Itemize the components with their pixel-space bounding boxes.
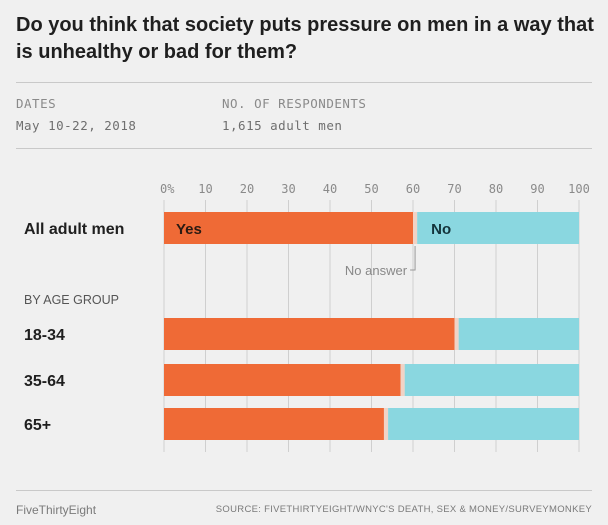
x-tick-label: 30 [281,182,295,196]
x-tick-label: 70 [447,182,461,196]
x-tick-label: 20 [240,182,254,196]
no-answer-annotation: No answer [345,263,408,278]
dates-label: DATES [16,96,57,111]
series-label-no: No [431,221,451,238]
bar-no-answer [383,408,389,440]
footer-divider [16,490,592,491]
brand-label: FiveThirtyEight [16,503,97,517]
bar-no [388,408,579,440]
top-divider [16,82,592,83]
bar-yes [164,318,455,350]
x-tick-label: 40 [323,182,337,196]
bar-no-answer [400,364,405,396]
x-tick-label: 10 [198,182,212,196]
x-tick-label: 80 [489,182,503,196]
dates-value: May 10-22, 2018 [16,118,137,133]
chart-title: Do you think that society puts pressure … [16,14,594,63]
x-tick-label: 60 [406,182,420,196]
category-label: All adult men [24,221,124,238]
category-label: 35-64 [24,373,65,390]
category-label: 65+ [24,417,51,434]
source-label: SOURCE: FIVETHIRTYEIGHT/WNYC'S DEATH, SE… [215,504,592,515]
bar-no [404,364,579,396]
respondents-label: NO. OF RESPONDENTS [222,96,367,111]
series-label-yes: Yes [176,221,202,238]
x-tick-label: 90 [530,182,544,196]
bar-no-answer [413,212,418,244]
meta-divider [16,148,592,149]
bar-yes [164,408,384,440]
bar-yes [164,212,413,244]
no-answer-leader [410,246,416,271]
bar-no [458,318,579,350]
bar-yes [164,364,401,396]
bar-no-answer [454,318,459,350]
category-label: 18-34 [24,327,65,344]
x-tick-label: 100 [568,182,590,196]
group-label: BY AGE GROUP [24,293,119,307]
x-tick-label: 0% [160,182,175,196]
x-tick-label: 50 [364,182,378,196]
respondents-value: 1,615 adult men [222,118,343,133]
bar-no [417,212,579,244]
